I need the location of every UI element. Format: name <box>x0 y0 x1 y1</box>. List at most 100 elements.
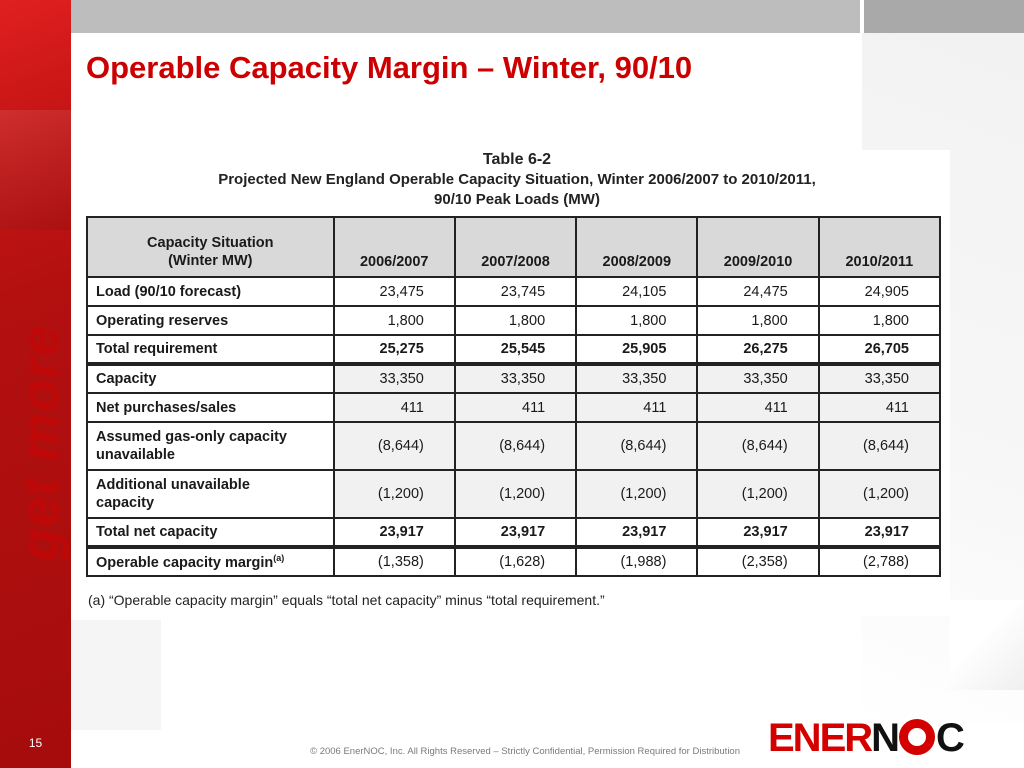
cell-value: 33,350 <box>575 362 699 394</box>
header-year: 2007/2008 <box>453 216 578 278</box>
left-red-band <box>0 0 71 768</box>
tagline-watermark: get more <box>10 324 70 561</box>
bottom-left-shade <box>71 620 161 730</box>
cell-value: 26,705 <box>817 334 942 365</box>
cell-value: (2,358) <box>696 545 820 577</box>
top-grey-bar <box>71 0 1024 33</box>
cell-value: 411 <box>453 392 578 423</box>
cell-value: (8,644) <box>453 421 578 471</box>
cell-value: 1,800 <box>575 305 699 336</box>
cell-value: 23,745 <box>453 276 578 307</box>
cell-value: 33,350 <box>453 362 578 394</box>
table-row: Net purchases/sales 411 411 411 411 411 <box>86 392 942 423</box>
cell-value: 33,350 <box>817 362 942 394</box>
table-header-row: Capacity Situation (Winter MW) 2006/2007… <box>86 216 942 278</box>
cell-value: 33,350 <box>332 362 456 394</box>
cell-value: 23,475 <box>332 276 456 307</box>
cell-value: (8,644) <box>332 421 456 471</box>
page-number: 15 <box>28 736 43 750</box>
cell-value: 24,105 <box>575 276 699 307</box>
cell-value: (1,200) <box>575 469 699 519</box>
table-row: Additional unavailable capacity (1,200) … <box>86 469 942 519</box>
table-footnote: (a) “Operable capacity margin” equals “t… <box>88 592 605 608</box>
row-label: Load (90/10 forecast) <box>86 276 335 307</box>
enernoc-logo: ENERN C <box>768 716 965 760</box>
header-year: 2009/2010 <box>696 216 820 278</box>
cell-value: 1,800 <box>696 305 820 336</box>
cell-value: 1,800 <box>332 305 456 336</box>
row-label: Total requirement <box>86 334 335 365</box>
cell-value: (8,644) <box>575 421 699 471</box>
header-capacity-situation: Capacity Situation (Winter MW) <box>86 216 335 278</box>
table-caption-subtitle: 90/10 Peak Loads (MW) <box>434 191 600 208</box>
header-line-1: Capacity Situation <box>147 235 274 251</box>
table-caption-title: Projected New England Operable Capacity … <box>218 171 816 188</box>
header-line-2: (Winter MW) <box>168 253 253 269</box>
cell-value: 23,917 <box>817 517 942 548</box>
header-year: 2010/2011 <box>817 216 942 278</box>
logo-ener: ENER <box>768 716 873 760</box>
logo-c: C <box>936 716 965 760</box>
table-row: Total requirement 25,275 25,545 25,905 2… <box>86 334 942 365</box>
row-label: Operating reserves <box>86 305 335 336</box>
row-label: Additional unavailable capacity <box>86 469 335 519</box>
cell-value: (1,358) <box>332 545 456 577</box>
row-label: Assumed gas-only capacity unavailable <box>86 421 335 471</box>
cell-value: 24,475 <box>696 276 820 307</box>
header-year: 2008/2009 <box>575 216 699 278</box>
cell-value: (1,200) <box>453 469 578 519</box>
row-label-line-2: unavailable <box>96 447 175 463</box>
table-row: Total net capacity 23,917 23,917 23,917 … <box>86 517 942 548</box>
cell-value: 411 <box>817 392 942 423</box>
row-label-text: Operable capacity margin <box>96 554 274 571</box>
cell-value: 1,800 <box>453 305 578 336</box>
table-row: Capacity 33,350 33,350 33,350 33,350 33,… <box>86 362 942 394</box>
cell-value: 23,917 <box>575 517 699 548</box>
footnote-marker: (a) <box>273 553 285 564</box>
table-row: Operating reserves 1,800 1,800 1,800 1,8… <box>86 305 942 336</box>
cell-value: 24,905 <box>817 276 942 307</box>
cell-value: (1,200) <box>696 469 820 519</box>
cell-value: (1,988) <box>575 545 699 577</box>
cell-value: 25,905 <box>575 334 699 365</box>
row-label-line-1: Additional unavailable <box>96 477 250 493</box>
cell-value: (2,788) <box>817 545 942 577</box>
row-label-line-1: Assumed gas-only capacity <box>96 429 287 445</box>
logo-o-ring-icon <box>899 718 936 755</box>
cell-value: 23,917 <box>453 517 578 548</box>
slide-title: Operable Capacity Margin – Winter, 90/10 <box>86 50 693 85</box>
cell-value: 1,800 <box>817 305 942 336</box>
row-label: Total net capacity <box>86 517 335 548</box>
cell-value: 33,350 <box>696 362 820 394</box>
band-highlight <box>0 110 71 230</box>
table-caption: Table 6-2 Projected New England Operable… <box>84 150 950 210</box>
row-label: Capacity <box>86 362 335 394</box>
header-year: 2006/2007 <box>332 216 456 278</box>
top-bar-dark-segment <box>864 0 1024 33</box>
table-row: Assumed gas-only capacity unavailable (8… <box>86 421 942 471</box>
row-label-line-2: capacity <box>96 495 155 511</box>
top-bar-divider <box>860 0 864 33</box>
cell-value: (1,200) <box>332 469 456 519</box>
table-row: Operable capacity margin(a) (1,358) (1,6… <box>86 545 942 577</box>
cell-value: 23,917 <box>332 517 456 548</box>
cell-value: (8,644) <box>696 421 820 471</box>
copyright-notice: © 2006 EnerNOC, Inc. All Rights Reserved… <box>310 746 740 757</box>
cell-value: 25,545 <box>453 334 578 365</box>
cell-value: 26,275 <box>696 334 820 365</box>
cell-value: 25,275 <box>332 334 456 365</box>
cell-value: (1,200) <box>817 469 942 519</box>
cell-value: (8,644) <box>817 421 942 471</box>
table-row: Load (90/10 forecast) 23,475 23,745 24,1… <box>86 276 942 307</box>
table-caption-number: Table 6-2 <box>482 151 552 168</box>
capacity-table: Capacity Situation (Winter MW) 2006/2007… <box>86 216 942 577</box>
logo-n: N <box>871 716 900 760</box>
cell-value: 411 <box>696 392 820 423</box>
right-corner-shade <box>950 600 1024 690</box>
cell-value: 411 <box>332 392 456 423</box>
cell-value: (1,628) <box>453 545 578 577</box>
row-label: Net purchases/sales <box>86 392 335 423</box>
row-label: Operable capacity margin(a) <box>86 545 335 577</box>
cell-value: 411 <box>575 392 699 423</box>
cell-value: 23,917 <box>696 517 820 548</box>
